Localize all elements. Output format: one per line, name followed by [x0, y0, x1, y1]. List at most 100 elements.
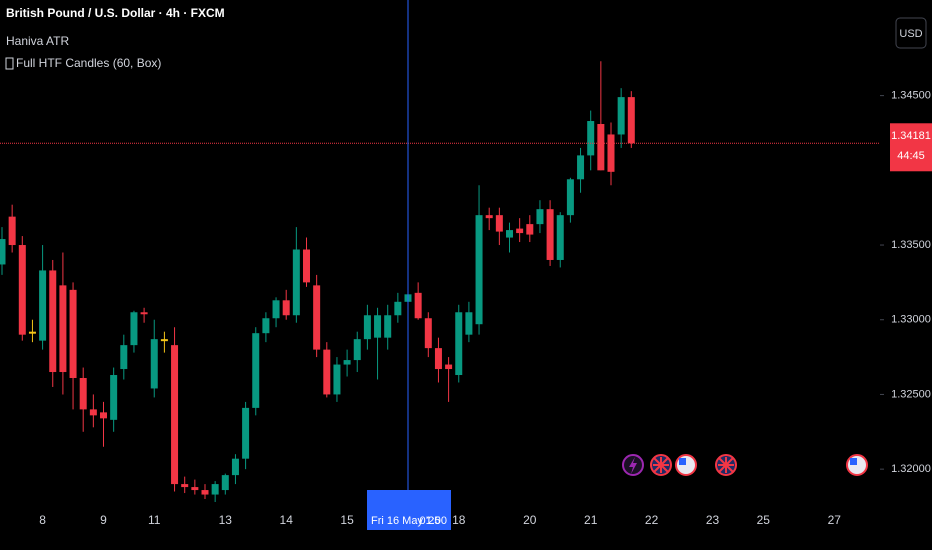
candle-body	[262, 318, 270, 334]
x-tick-label: 15	[340, 513, 354, 527]
candle-body	[434, 348, 442, 370]
candle-body	[201, 490, 209, 495]
y-tick-label: 1.33500	[891, 239, 931, 251]
candle-body	[546, 209, 554, 260]
candle-body	[374, 315, 382, 338]
x-tick-label: 14	[280, 513, 294, 527]
x-tick-label: 22	[645, 513, 659, 527]
candle-body	[211, 484, 219, 495]
candle-body	[140, 312, 148, 315]
candle-body	[597, 124, 605, 171]
candle-body	[607, 134, 615, 172]
chart-title: British Pound / U.S. Dollar · 4h · FXCM	[6, 6, 225, 20]
event-icon-glyph	[718, 457, 734, 473]
candle-body	[333, 364, 341, 395]
candle-body	[353, 339, 361, 361]
candle-body	[191, 487, 199, 491]
y-tick-label: 1.34500	[891, 90, 931, 102]
event-icon-glyph	[653, 457, 669, 473]
candle-body	[495, 215, 503, 232]
x-tick-label: 18	[452, 513, 466, 527]
candle-body	[627, 97, 635, 144]
candle-body	[343, 360, 351, 365]
candle-body	[424, 318, 432, 349]
crosshair-date: Fri 16 May '25	[371, 515, 440, 527]
candle-body	[171, 345, 179, 485]
candle-body	[587, 121, 595, 156]
candle-body	[252, 333, 260, 408]
candle-body	[221, 475, 229, 491]
candle-body	[130, 312, 138, 346]
candle-body	[455, 312, 463, 376]
candle-body	[323, 349, 331, 395]
candle-body	[475, 215, 483, 325]
x-tick-label: 11	[148, 513, 161, 527]
candle-body	[384, 315, 392, 338]
candle-body	[363, 315, 371, 340]
candle-body	[89, 409, 97, 416]
candle-body	[150, 339, 158, 389]
candle-body	[485, 215, 493, 219]
candle-body	[242, 407, 250, 459]
x-tick-label: 20	[523, 513, 537, 527]
candle-body	[566, 179, 574, 216]
x-tick-label: 9	[100, 513, 107, 527]
x-tick-label: 27	[828, 513, 842, 527]
candle-body	[303, 249, 310, 283]
event-icon-glyph	[629, 457, 637, 474]
indicator-label: Full HTF Candles (60, Box)	[16, 56, 161, 70]
candle-body	[272, 300, 280, 319]
y-tick-label: 1.33000	[891, 314, 931, 326]
candle-body	[445, 364, 453, 370]
candle-body	[59, 285, 67, 373]
candle-body	[49, 270, 57, 373]
candle-body	[556, 215, 564, 260]
candle-body	[39, 270, 47, 341]
x-tick-label: 21	[584, 513, 598, 527]
candle-body	[506, 230, 513, 238]
event-icons	[622, 454, 868, 476]
candle-body	[79, 378, 87, 410]
crosshair-time: 01:00	[419, 515, 447, 527]
y-tick-label: 1.32500	[891, 388, 931, 400]
candle-body	[18, 245, 26, 335]
candle-body	[160, 339, 168, 342]
candle-body	[69, 289, 77, 379]
candle-body	[516, 228, 524, 234]
candle-body	[110, 375, 118, 420]
candle-body	[28, 331, 36, 334]
candle-body	[181, 484, 189, 488]
event-icon-glyph	[850, 458, 857, 465]
countdown-label: 44:45	[897, 150, 925, 162]
x-tick-label: 23	[706, 513, 720, 527]
currency-label[interactable]: USD	[899, 28, 922, 40]
candle-body	[465, 312, 473, 335]
event-icon-glyph	[679, 458, 686, 465]
crosshair-label-box	[367, 490, 451, 530]
y-tick-label: 1.32000	[891, 463, 931, 475]
candle-body	[100, 412, 107, 419]
indicator-label: Haniva ATR	[6, 34, 69, 48]
candle-body	[617, 97, 625, 135]
candle-body	[8, 216, 16, 246]
candle-body	[526, 224, 534, 235]
currency-button[interactable]	[895, 17, 927, 49]
candle-body	[292, 249, 300, 316]
indicator-icon	[5, 57, 14, 70]
candle-body	[231, 458, 239, 476]
candle-body	[414, 292, 422, 319]
candle-body	[282, 300, 290, 316]
x-tick-label: 13	[219, 513, 233, 527]
candle-body	[536, 209, 544, 225]
price-label-box	[890, 123, 932, 172]
candle-body	[313, 285, 321, 350]
price-label: 1.34181	[891, 130, 931, 142]
candle-body	[120, 345, 128, 370]
x-tick-label: 8	[39, 513, 46, 527]
candle-body	[394, 301, 402, 316]
candle-body	[577, 155, 585, 180]
